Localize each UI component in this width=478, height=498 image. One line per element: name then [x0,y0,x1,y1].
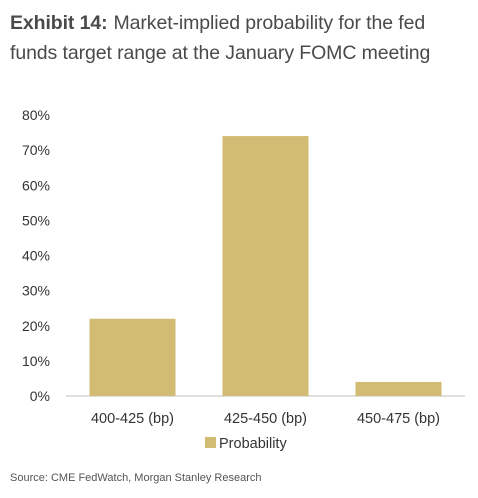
y-tick-label: 60% [22,177,50,193]
chart-title: Exhibit 14: Market-implied probability fo… [10,8,470,68]
legend-label: Probability [219,436,287,452]
bar [222,136,309,396]
y-tick-label: 10% [22,353,50,369]
y-tick-label: 50% [22,212,50,228]
x-tick-label: 450-475 (bp) [357,411,440,427]
y-tick-label: 0% [30,388,50,404]
y-tick-label: 30% [22,283,50,299]
x-tick-label: 400-425 (bp) [91,411,174,427]
y-tick-label: 20% [22,318,50,334]
source-note: Source: CME FedWatch, Morgan Stanley Res… [10,472,262,484]
y-tick-label: 80% [22,107,50,123]
bar [355,381,442,396]
legend-swatch [205,437,216,448]
title-text: Market-implied probability for the fed f… [10,12,431,64]
y-tick-label: 40% [22,248,50,264]
y-tick-label: 70% [22,142,50,158]
x-tick-label: 425-450 (bp) [224,411,307,427]
bar [89,318,176,396]
exhibit-label: Exhibit 14: [10,12,108,34]
